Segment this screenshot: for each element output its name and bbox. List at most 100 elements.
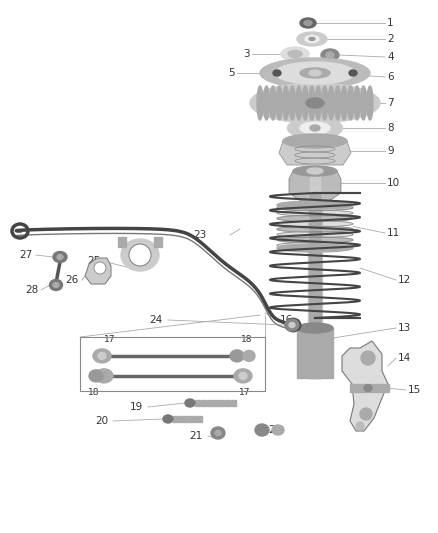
Ellipse shape [94,262,106,274]
Text: 25: 25 [87,256,100,266]
Polygon shape [342,341,388,431]
Text: 14: 14 [398,353,411,363]
Ellipse shape [277,237,353,243]
Bar [154,237,162,247]
Text: 28: 28 [25,285,38,295]
Ellipse shape [315,86,321,120]
Ellipse shape [309,70,321,76]
Ellipse shape [283,86,289,120]
Ellipse shape [297,323,333,333]
Bar [375,384,379,392]
Bar [193,416,197,422]
Ellipse shape [95,369,113,383]
Ellipse shape [264,86,269,120]
Ellipse shape [281,47,309,61]
Ellipse shape [277,226,353,232]
Ellipse shape [293,166,337,176]
Ellipse shape [335,86,341,120]
Bar [207,400,212,406]
Ellipse shape [277,210,353,216]
Ellipse shape [57,254,63,260]
Text: 12: 12 [398,275,411,285]
Polygon shape [279,141,351,165]
Bar [310,153,320,193]
Ellipse shape [234,369,252,383]
Ellipse shape [309,86,315,120]
Ellipse shape [309,37,315,41]
Text: 19: 19 [130,402,143,412]
Bar [118,237,126,247]
Bar [308,193,322,378]
Ellipse shape [285,319,299,331]
Ellipse shape [272,425,284,435]
Ellipse shape [305,36,319,43]
Ellipse shape [49,279,63,290]
Ellipse shape [98,352,106,359]
Text: 15: 15 [408,385,421,395]
Ellipse shape [307,168,323,174]
Text: 16: 16 [280,315,293,325]
Bar [213,400,218,406]
Ellipse shape [277,205,353,211]
Ellipse shape [255,424,269,436]
Ellipse shape [297,32,327,46]
Bar [365,384,369,392]
Text: 26: 26 [66,275,79,285]
Ellipse shape [93,349,111,363]
Ellipse shape [230,350,244,362]
Ellipse shape [239,373,247,379]
Text: 20: 20 [95,416,108,426]
Ellipse shape [356,422,364,430]
Bar [188,416,192,422]
Bar [297,328,333,378]
Bar [173,416,177,422]
Text: 8: 8 [387,123,394,133]
Text: 3: 3 [244,49,250,59]
Bar [385,384,389,392]
Ellipse shape [287,117,343,139]
Bar [225,400,230,406]
Ellipse shape [296,86,302,120]
Text: 18: 18 [241,335,253,344]
Ellipse shape [277,243,353,248]
Ellipse shape [321,49,339,61]
Ellipse shape [360,408,372,420]
Polygon shape [289,171,341,201]
Text: 2: 2 [387,34,394,44]
Ellipse shape [328,86,334,120]
Text: 10: 10 [387,178,400,188]
Bar [195,400,200,406]
Ellipse shape [361,351,375,365]
Ellipse shape [300,122,330,134]
Bar [183,416,187,422]
Ellipse shape [300,68,330,78]
Bar [231,400,236,406]
Bar [198,416,202,422]
Text: 1: 1 [387,18,394,28]
Text: 22: 22 [268,425,281,435]
Text: 4: 4 [387,52,394,62]
Ellipse shape [257,86,263,120]
Ellipse shape [129,244,151,266]
Ellipse shape [360,86,367,120]
Ellipse shape [310,125,320,131]
Bar [380,384,384,392]
Bar [370,384,374,392]
Bar [178,416,182,422]
Text: 17: 17 [239,388,251,397]
Text: 24: 24 [150,315,163,325]
Text: 21: 21 [190,431,203,441]
Ellipse shape [304,20,312,26]
Ellipse shape [326,52,334,58]
Bar [219,400,224,406]
Ellipse shape [89,370,103,382]
Ellipse shape [277,244,353,252]
Ellipse shape [53,282,59,287]
Ellipse shape [273,70,281,76]
Ellipse shape [211,427,225,439]
Bar [360,384,364,392]
Ellipse shape [306,98,324,108]
Ellipse shape [277,201,353,209]
Ellipse shape [277,221,353,227]
Bar [309,193,321,378]
